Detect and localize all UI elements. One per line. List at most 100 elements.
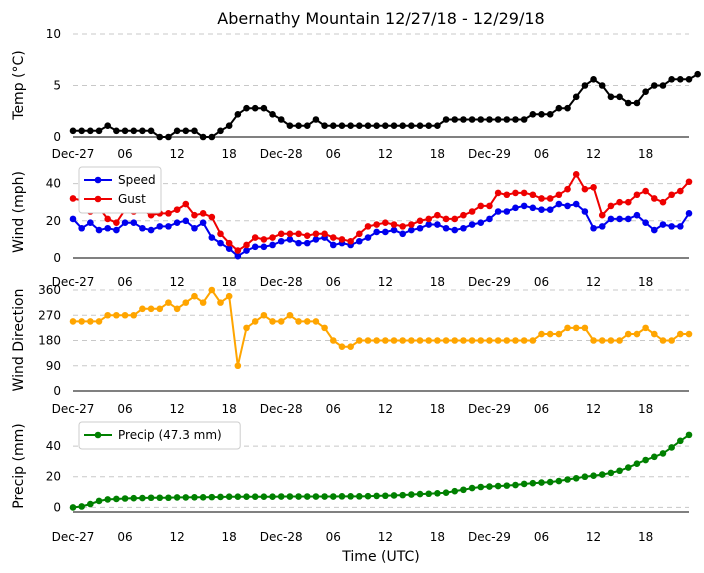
data-point bbox=[468, 484, 476, 492]
x-tick-label: 18 bbox=[430, 275, 445, 289]
data-point bbox=[416, 217, 424, 225]
data-point bbox=[529, 111, 537, 118]
x-tick-label: 18 bbox=[638, 402, 653, 416]
data-point bbox=[199, 133, 207, 141]
data-point bbox=[217, 299, 224, 306]
x-tick-label: Dec-29 bbox=[468, 275, 511, 289]
data-point bbox=[113, 226, 120, 234]
data-point bbox=[156, 494, 164, 502]
series-precip-47-3-mm bbox=[69, 431, 693, 511]
data-point bbox=[269, 241, 276, 249]
y-tick-label: 0 bbox=[53, 500, 61, 514]
data-point bbox=[147, 211, 155, 219]
data-point bbox=[382, 219, 389, 226]
series-direction bbox=[69, 286, 693, 370]
data-point bbox=[382, 122, 389, 129]
data-point bbox=[321, 230, 328, 238]
data-point bbox=[182, 299, 190, 306]
data-point bbox=[460, 211, 467, 219]
data-point bbox=[442, 224, 450, 232]
data-point bbox=[147, 305, 155, 313]
data-point bbox=[581, 208, 589, 215]
data-point bbox=[642, 88, 649, 95]
data-point bbox=[451, 116, 459, 123]
data-point bbox=[199, 210, 207, 217]
data-point bbox=[382, 337, 389, 344]
x-tick-label: 18 bbox=[638, 530, 653, 544]
data-point bbox=[607, 337, 615, 344]
x-tick-label: 18 bbox=[638, 147, 653, 161]
data-point bbox=[677, 223, 684, 230]
data-point bbox=[650, 82, 658, 89]
data-point bbox=[590, 472, 597, 479]
data-point bbox=[382, 228, 389, 236]
data-point bbox=[555, 477, 563, 485]
data-point bbox=[78, 127, 85, 135]
data-point bbox=[260, 493, 268, 500]
data-point bbox=[338, 236, 346, 243]
data-point bbox=[642, 456, 649, 464]
data-point bbox=[642, 324, 649, 332]
data-point bbox=[251, 104, 259, 112]
panels-group: 0 5 10 Dec-27 06 12 18 Dec-28 06 12 18 Dec-29 06 12 18… bbox=[11, 27, 701, 544]
y-axis-label: Wind Direction bbox=[11, 289, 27, 392]
data-point bbox=[668, 337, 675, 344]
data-point bbox=[295, 239, 302, 247]
data-point bbox=[243, 493, 250, 500]
x-tick-label: 06 bbox=[326, 530, 341, 544]
y-tick-label: 40 bbox=[46, 439, 61, 453]
data-point bbox=[260, 311, 268, 319]
data-point bbox=[139, 494, 146, 502]
data-point bbox=[677, 76, 684, 83]
data-point bbox=[538, 330, 545, 338]
data-point bbox=[529, 191, 537, 199]
data-point bbox=[685, 330, 693, 338]
legend-label: Precip (47.3 mm) bbox=[118, 428, 222, 442]
data-point bbox=[321, 493, 328, 500]
data-point bbox=[356, 337, 363, 344]
data-point bbox=[364, 223, 372, 230]
data-point bbox=[243, 104, 250, 112]
data-point bbox=[121, 311, 129, 319]
data-point bbox=[251, 493, 259, 500]
data-point bbox=[373, 221, 380, 228]
data-point bbox=[442, 215, 450, 223]
data-point bbox=[520, 116, 528, 123]
data-point bbox=[520, 202, 528, 210]
data-point bbox=[286, 493, 294, 500]
y-axis-label: Temp (°C) bbox=[11, 50, 27, 120]
x-tick-label: 18 bbox=[430, 530, 445, 544]
data-point bbox=[234, 247, 242, 254]
data-point bbox=[165, 133, 172, 141]
data-point bbox=[677, 330, 684, 338]
data-point bbox=[572, 200, 580, 208]
data-point bbox=[295, 318, 302, 325]
y-tick-label: 0 bbox=[53, 251, 61, 265]
data-point bbox=[303, 232, 311, 239]
data-point bbox=[546, 206, 554, 213]
data-point bbox=[590, 224, 597, 232]
data-point bbox=[156, 133, 164, 141]
data-point bbox=[408, 226, 415, 234]
data-point bbox=[598, 211, 606, 219]
x-tick-label: 06 bbox=[534, 275, 549, 289]
data-point bbox=[121, 127, 129, 135]
x-tick-label: 18 bbox=[222, 402, 237, 416]
data-point bbox=[217, 239, 224, 247]
data-point bbox=[277, 493, 285, 500]
data-point bbox=[598, 223, 606, 230]
data-point bbox=[564, 185, 571, 193]
data-point bbox=[87, 219, 94, 226]
data-point bbox=[451, 487, 459, 495]
data-point bbox=[69, 215, 77, 223]
x-tick-label: 18 bbox=[430, 402, 445, 416]
data-point bbox=[555, 104, 563, 112]
data-point bbox=[486, 215, 493, 223]
data-point bbox=[329, 493, 337, 500]
legend-label: Gust bbox=[118, 192, 146, 206]
data-point bbox=[269, 111, 276, 118]
y-tick-label: 20 bbox=[46, 214, 61, 228]
data-point bbox=[147, 127, 155, 135]
data-point bbox=[546, 111, 554, 118]
